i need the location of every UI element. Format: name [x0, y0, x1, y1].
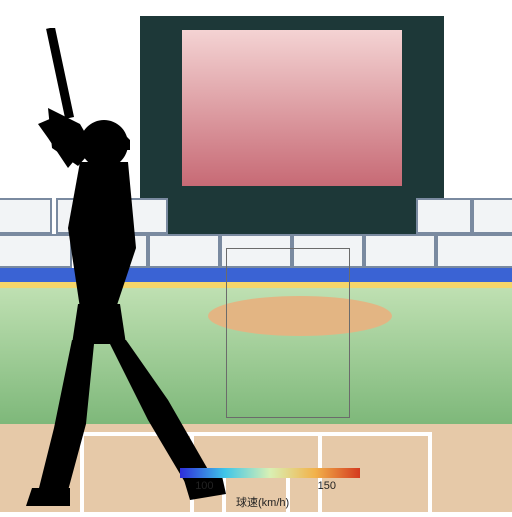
speed-tick: 150: [318, 480, 336, 492]
speed-legend: 100150球速(km/h): [180, 468, 360, 504]
speed-axis-label: 球速(km/h): [236, 494, 289, 510]
stand-panel: [472, 198, 512, 234]
speed-tick: 100: [195, 480, 213, 492]
batter-silhouette: [8, 28, 228, 512]
stand-panel: [416, 198, 472, 234]
stand-panel: [436, 234, 512, 268]
stand-panel: [364, 234, 436, 268]
strike-zone: [226, 248, 350, 418]
speed-colorbar: [180, 468, 360, 478]
plate-line: [428, 432, 432, 512]
pitch-chart: 100 150 球速(km/h): [0, 0, 512, 512]
